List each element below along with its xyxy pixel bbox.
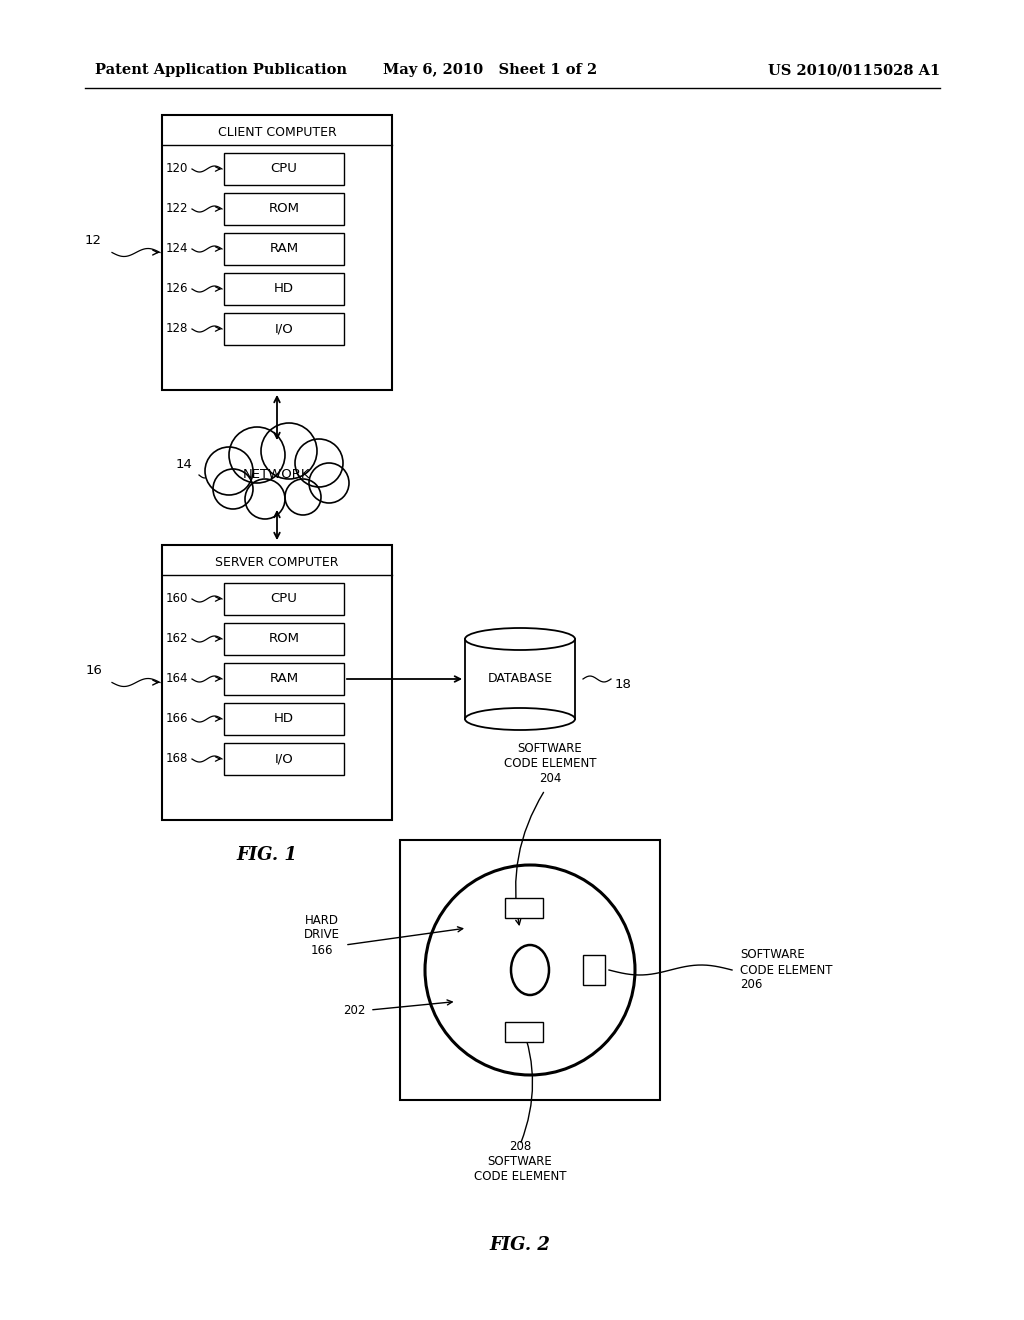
Bar [162,545,392,820]
Text: SERVER COMPUTER: SERVER COMPUTER [215,556,339,569]
Text: ROM: ROM [268,632,299,645]
Text: CPU: CPU [270,593,297,606]
Circle shape [245,479,285,519]
Bar [162,115,392,389]
Circle shape [205,447,253,495]
Text: DATABASE: DATABASE [487,672,553,685]
Text: 18: 18 [615,677,632,690]
Text: RAM: RAM [269,243,299,256]
Text: 164: 164 [166,672,188,685]
Circle shape [309,463,349,503]
Text: 208
SOFTWARE
CODE ELEMENT: 208 SOFTWARE CODE ELEMENT [474,1140,566,1183]
Text: 16: 16 [85,664,102,677]
Text: 126: 126 [166,282,188,296]
Text: 168: 168 [166,752,188,766]
Bar [224,193,344,224]
Circle shape [213,469,253,510]
Text: 120: 120 [166,162,188,176]
Text: 122: 122 [166,202,188,215]
Ellipse shape [465,628,575,649]
Text: HD: HD [274,282,294,296]
Text: CLIENT COMPUTER: CLIENT COMPUTER [218,125,336,139]
Text: 124: 124 [166,243,188,256]
Text: FIG. 1: FIG. 1 [237,846,297,865]
Bar [583,954,605,985]
Bar [224,583,344,615]
Text: Patent Application Publication: Patent Application Publication [95,63,347,77]
Text: 128: 128 [166,322,188,335]
Text: May 6, 2010   Sheet 1 of 2: May 6, 2010 Sheet 1 of 2 [383,63,597,77]
Bar [224,623,344,655]
Circle shape [229,426,285,483]
Text: 160: 160 [166,593,188,606]
Text: RAM: RAM [269,672,299,685]
Text: FIG. 2: FIG. 2 [489,1236,551,1254]
Ellipse shape [465,708,575,730]
Bar [224,743,344,775]
Bar [505,898,543,917]
Text: ROM: ROM [268,202,299,215]
Text: 202: 202 [343,1003,365,1016]
Text: I/O: I/O [274,752,293,766]
Text: NETWORK: NETWORK [244,469,310,482]
Text: I/O: I/O [274,322,293,335]
Text: CPU: CPU [270,162,297,176]
Circle shape [295,440,343,487]
Text: HD: HD [274,713,294,726]
Bar [224,234,344,265]
Text: US 2010/0115028 A1: US 2010/0115028 A1 [768,63,940,77]
Text: HARD
DRIVE
166: HARD DRIVE 166 [304,913,340,957]
Circle shape [285,479,321,515]
Text: SOFTWARE
CODE ELEMENT
206: SOFTWARE CODE ELEMENT 206 [740,949,833,991]
Bar [224,313,344,345]
Bar [224,153,344,185]
Text: 162: 162 [166,632,188,645]
Text: 14: 14 [175,458,193,471]
Bar [465,639,575,719]
Text: 12: 12 [85,234,102,247]
Circle shape [261,422,317,479]
Bar [400,840,660,1100]
Bar [505,1022,543,1041]
Bar [224,704,344,735]
Bar [224,273,344,305]
Text: SOFTWARE
CODE ELEMENT
204: SOFTWARE CODE ELEMENT 204 [504,742,596,785]
Text: 166: 166 [166,713,188,726]
Bar [224,663,344,696]
